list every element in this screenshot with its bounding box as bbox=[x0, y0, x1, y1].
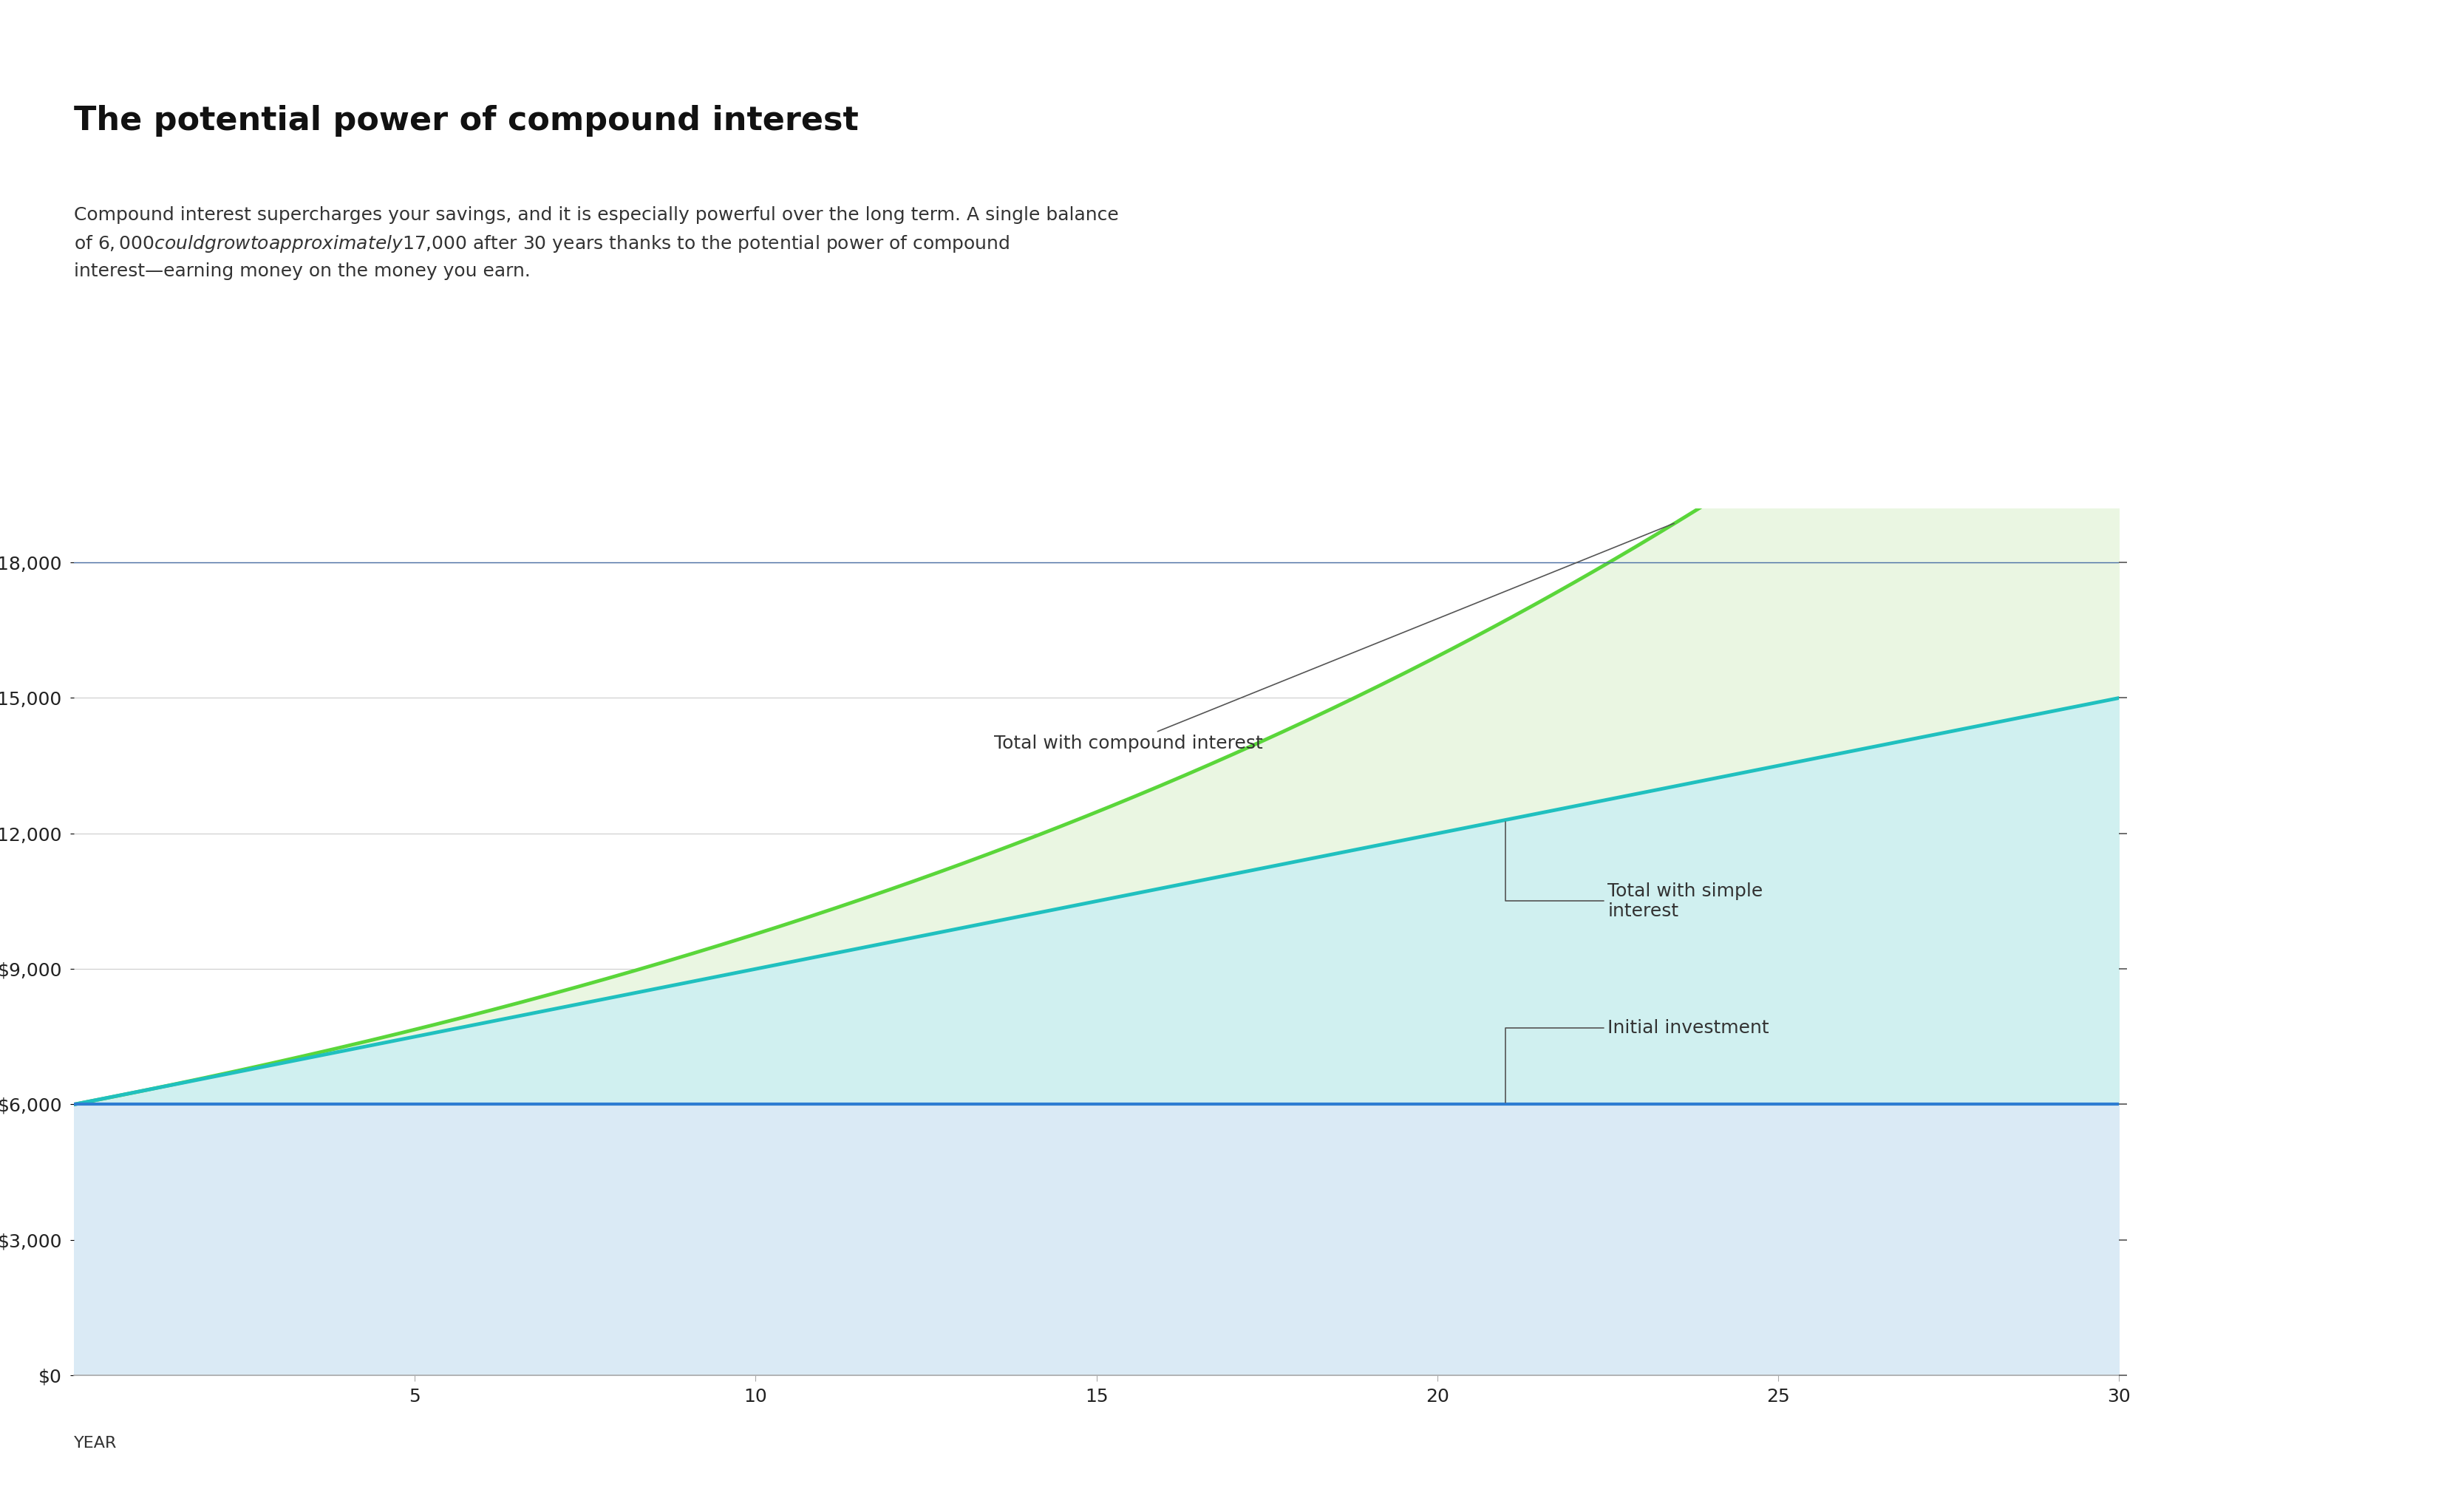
Text: YEAR: YEAR bbox=[74, 1437, 118, 1450]
Text: The potential power of compound interest: The potential power of compound interest bbox=[74, 105, 857, 136]
Text: Compound interest supercharges your savings, and it is especially powerful over : Compound interest supercharges your savi… bbox=[74, 206, 1119, 280]
Text: Total with simple
interest: Total with simple interest bbox=[1506, 822, 1764, 921]
Text: Total with compound interest: Total with compound interest bbox=[993, 523, 1673, 752]
Text: Initial investment: Initial investment bbox=[1506, 1018, 1769, 1102]
